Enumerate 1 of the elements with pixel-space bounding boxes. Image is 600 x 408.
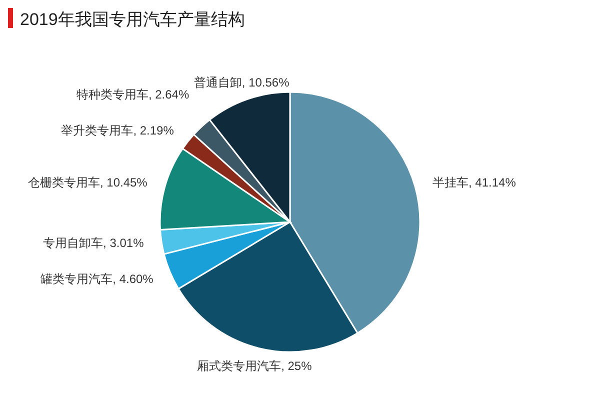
chart-title: 2019年我国专用汽车产量结构 (20, 10, 245, 29)
